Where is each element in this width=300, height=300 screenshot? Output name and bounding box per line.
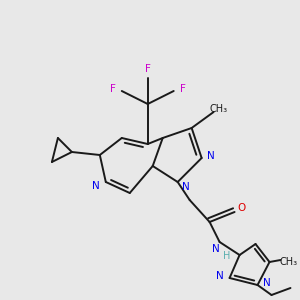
Text: N: N <box>92 181 100 191</box>
Text: N: N <box>182 182 190 192</box>
Text: F: F <box>145 64 151 74</box>
Text: F: F <box>110 84 116 94</box>
Text: CH₃: CH₃ <box>279 257 298 267</box>
Text: N: N <box>212 244 220 254</box>
Text: CH₃: CH₃ <box>209 104 228 114</box>
Text: N: N <box>216 271 224 281</box>
Text: N: N <box>262 278 270 288</box>
Text: F: F <box>180 84 186 94</box>
Text: H: H <box>223 251 230 261</box>
Text: O: O <box>237 203 246 213</box>
Text: N: N <box>207 151 214 161</box>
